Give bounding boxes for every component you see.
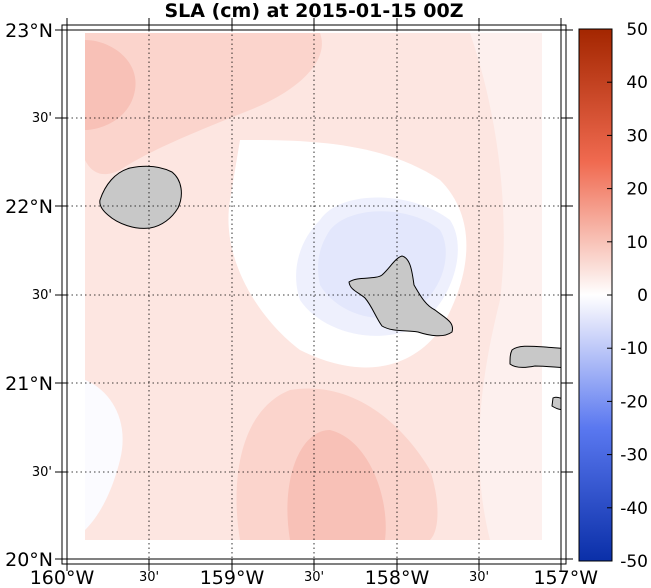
lon-label: 158°W [365, 567, 430, 588]
lat-minor-label: 30' [32, 288, 52, 303]
map-title: SLA (cm) at 2015-01-15 00Z [164, 0, 463, 22]
colorbar-tick-label: -50 [620, 552, 648, 572]
molokai-island [509, 345, 561, 369]
latitude-labels: 23°N 30' 22°N 30' 21°N 30' 20°N [5, 20, 53, 571]
colorbar-tick-label: -20 [620, 392, 648, 412]
colorbar-tick-label: -40 [620, 499, 648, 519]
colorbar-tick-label: 10 [626, 233, 648, 253]
sla-field [67, 30, 561, 559]
colorbar-tick-label: -10 [620, 339, 648, 359]
colorbar-tick-label: 40 [626, 73, 648, 93]
lat-label: 23°N [5, 20, 53, 42]
kauai-island [99, 165, 182, 229]
lat-label: 22°N [5, 196, 53, 218]
graticule [67, 30, 561, 559]
lon-label: 160°W [30, 567, 95, 588]
lon-minor-label: 30' [304, 570, 324, 585]
lat-label: 20°N [5, 549, 53, 571]
colorbar: 50 40 30 20 10 0 -10 -20 -30 -40 -50 [578, 20, 648, 572]
lon-minor-label: 30' [469, 570, 489, 585]
map-frame [55, 18, 573, 571]
longitude-labels: 160°W 30' 159°W 30' 158°W 30' 157°W [30, 567, 598, 588]
colorbar-gradient [578, 28, 613, 562]
lat-label: 21°N [5, 373, 53, 395]
lon-minor-label: 30' [139, 570, 159, 585]
colorbar-tick-label: 50 [626, 20, 648, 40]
colorbar-tick-label: 0 [637, 286, 648, 306]
lon-label: 159°W [200, 567, 265, 588]
colorbar-tick-label: 20 [626, 180, 648, 200]
land-layer [99, 165, 561, 411]
colorbar-tick-label: 30 [626, 126, 648, 146]
oahu-island [348, 255, 454, 337]
lanai-island [551, 396, 561, 411]
colorbar-tick-label: -30 [620, 446, 648, 466]
lat-minor-label: 30' [32, 111, 52, 126]
lon-label: 157°W [533, 567, 598, 588]
lat-minor-label: 30' [32, 465, 52, 480]
